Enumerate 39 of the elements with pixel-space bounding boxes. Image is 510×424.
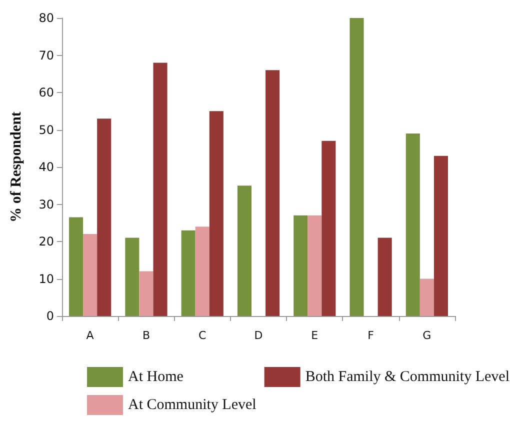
bar	[125, 238, 140, 316]
x-tick-label: D	[254, 329, 263, 342]
y-tick-label: 60	[38, 86, 54, 100]
y-tick-label: 80	[38, 11, 54, 25]
y-tick-label: 50	[38, 122, 54, 137]
bar	[237, 186, 252, 316]
legend-label: At Home	[128, 369, 184, 385]
y-tick-label: 0	[46, 309, 54, 323]
y-tick-label: 70	[38, 48, 54, 62]
bar	[181, 230, 196, 316]
bar	[195, 226, 210, 316]
x-tick-label: B	[142, 329, 150, 342]
bar	[308, 215, 322, 316]
bar	[266, 70, 280, 316]
bar	[406, 133, 420, 316]
bar	[209, 111, 224, 316]
x-tick-label: A	[86, 329, 94, 342]
bar	[294, 215, 308, 316]
bar	[69, 217, 84, 316]
bar	[420, 278, 434, 316]
y-tick-label: 40	[38, 160, 54, 174]
y-axis-title: % of Respondent	[8, 112, 24, 222]
x-tick-label: E	[311, 329, 318, 342]
bar	[350, 18, 364, 316]
bar	[322, 140, 336, 316]
bar	[153, 62, 168, 316]
y-tick-label: 30	[38, 197, 54, 212]
x-tick-label: F	[368, 329, 374, 342]
legend-label: Both Family & Community Level	[305, 369, 510, 385]
y-tick-label: 20	[38, 234, 54, 248]
bar	[97, 118, 112, 316]
bar	[434, 156, 448, 316]
y-tick-label: 10	[38, 272, 54, 286]
x-tick-label: G	[422, 329, 432, 342]
bar	[83, 234, 98, 316]
x-tick-label: C	[198, 329, 207, 342]
bar	[378, 238, 392, 316]
bar	[139, 271, 154, 316]
legend-label: At Community Level	[128, 397, 256, 413]
